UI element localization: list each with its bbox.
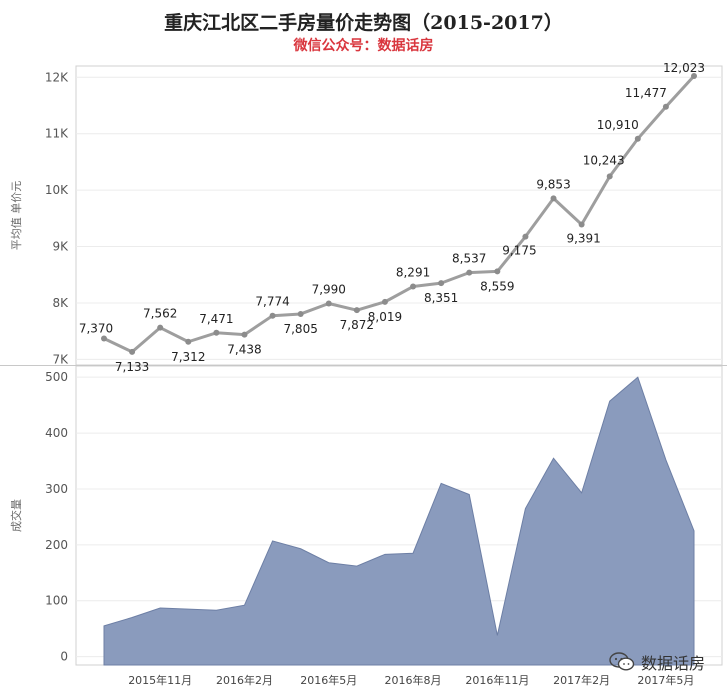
price-point <box>606 173 613 180</box>
line-y-tick-label: 12K <box>45 70 69 84</box>
area-y-tick-label: 500 <box>45 370 68 384</box>
x-tick-label: 2017年5月 <box>637 673 694 687</box>
area-y-axis-label: 成交量 <box>9 499 23 532</box>
price-data-label: 10,910 <box>597 118 639 132</box>
price-data-label: 9,175 <box>502 244 536 258</box>
price-data-label: 9,853 <box>536 177 570 191</box>
price-data-label: 10,243 <box>583 153 625 167</box>
price-point <box>129 348 136 355</box>
volume-area <box>103 376 695 666</box>
price-data-label: 9,391 <box>566 231 600 245</box>
line-y-tick-label: 10K <box>45 183 69 197</box>
price-point <box>157 324 164 331</box>
line-y-tick-label: 7K <box>52 352 69 366</box>
price-point <box>410 283 417 290</box>
price-data-label: 7,872 <box>340 318 374 332</box>
area-y-tick-label: 100 <box>45 594 68 608</box>
price-point <box>381 298 388 305</box>
price-data-label: 7,312 <box>171 350 205 364</box>
price-data-label: 7,562 <box>143 307 177 321</box>
price-point <box>269 312 276 319</box>
price-point <box>325 300 332 307</box>
price-point <box>466 269 473 276</box>
chart-title: 重庆江北区二手房量价走势图（2015-2017） <box>164 12 563 34</box>
price-point <box>185 338 192 345</box>
price-data-label: 7,805 <box>283 322 317 336</box>
price-point <box>241 331 248 338</box>
x-tick-label: 2016年2月 <box>216 673 273 687</box>
line-y-tick-label: 11K <box>45 127 69 141</box>
price-data-label: 8,537 <box>452 252 486 266</box>
price-data-label: 12,023 <box>663 61 705 75</box>
price-point <box>494 268 501 275</box>
x-tick-label: 2017年2月 <box>553 673 610 687</box>
price-data-label: 7,990 <box>312 283 346 297</box>
price-point <box>438 280 445 287</box>
watermark: 数据话房 <box>609 650 705 674</box>
price-point <box>550 195 557 202</box>
price-point <box>634 135 641 142</box>
price-point <box>297 310 304 317</box>
price-point <box>691 72 697 79</box>
price-data-label: 8,019 <box>368 310 402 324</box>
area-y-tick-label: 0 <box>60 650 68 664</box>
price-point <box>353 307 360 314</box>
x-tick-label: 2015年11月 <box>128 673 192 687</box>
x-tick-label: 2016年8月 <box>385 673 442 687</box>
chart-subtitle: 微信公众号：数据话房 <box>293 38 434 54</box>
area-y-tick-label: 300 <box>45 482 68 496</box>
price-data-label: 7,774 <box>255 295 289 309</box>
line-y-tick-label: 8K <box>52 296 69 310</box>
line-y-tick-label: 9K <box>52 240 69 254</box>
price-data-label: 11,477 <box>625 86 667 100</box>
watermark-text: 数据话房 <box>640 654 705 673</box>
area-y-tick-label: 400 <box>45 426 68 440</box>
area-y-tick-label: 200 <box>45 538 68 552</box>
price-point <box>578 221 585 228</box>
line-y-axis-label: 平均值 单价元 <box>10 181 23 251</box>
price-data-label: 8,291 <box>396 266 430 280</box>
price-data-label: 7,370 <box>79 321 113 335</box>
x-tick-label: 2016年11月 <box>465 673 529 687</box>
price-data-label: 7,471 <box>199 312 233 326</box>
price-point <box>662 103 669 110</box>
price-data-label: 7,133 <box>115 360 149 374</box>
wechat-icon <box>609 652 635 671</box>
x-tick-label: 2016年5月 <box>300 673 357 687</box>
price-data-label: 8,559 <box>480 279 514 293</box>
price-point <box>522 233 529 240</box>
price-point <box>213 329 220 336</box>
price-data-label: 8,351 <box>424 291 458 305</box>
price-data-label: 7,438 <box>227 343 261 357</box>
price-line <box>103 74 696 354</box>
price-point <box>101 335 107 342</box>
